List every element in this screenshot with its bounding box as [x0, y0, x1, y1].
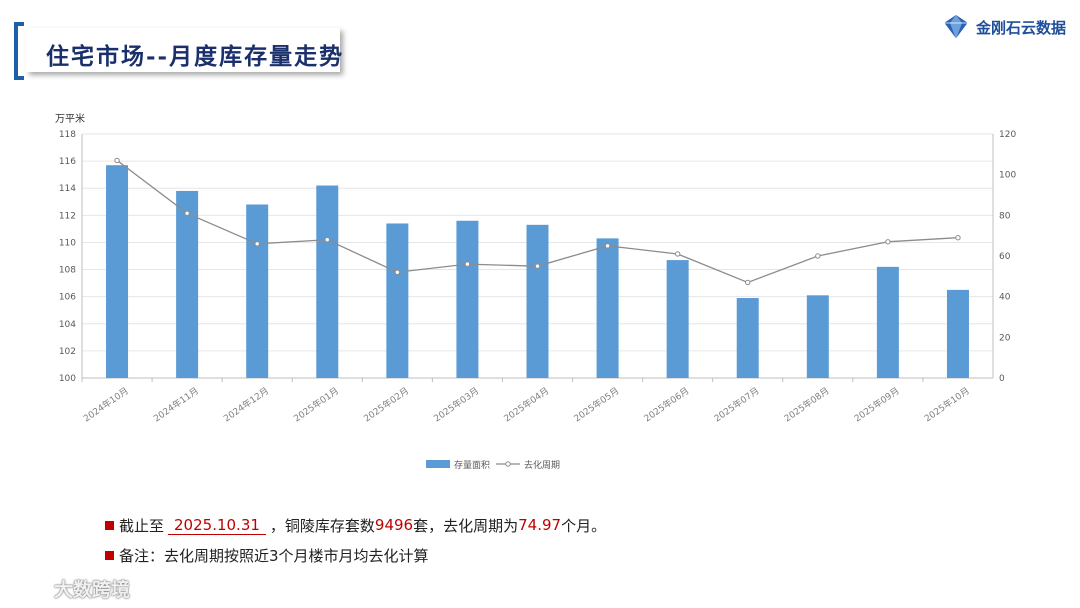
title-bracket [14, 22, 24, 80]
x-tick-label: 2025年05月 [572, 385, 622, 425]
note-summary: 截止至 2025.10.31 ，铜陵库存套数 9496 套，去化周期为 74.9… [105, 510, 606, 540]
y-tick-label: 114 [59, 184, 76, 194]
note-mid2: 套，去化周期为 [413, 516, 519, 535]
y-tick-label: 104 [59, 320, 76, 330]
bar [806, 295, 829, 378]
x-tick-label: 2025年09月 [852, 385, 902, 425]
y-tick-label: 112 [59, 211, 76, 221]
note-date: 2025.10.31 [168, 516, 266, 535]
diamond-logo-icon [943, 15, 969, 40]
bullet-icon [105, 520, 114, 530]
bar [666, 260, 689, 378]
x-tick-label: 2025年04月 [501, 385, 551, 425]
y-tick-label: 102 [59, 347, 76, 357]
period-point [604, 243, 611, 249]
x-tick-label: 2024年10月 [81, 385, 131, 425]
note-count: 9496 [374, 516, 414, 534]
watermark: 大数跨境 [10, 575, 130, 602]
bar [526, 224, 549, 378]
y2-tick-label: 100 [999, 171, 1016, 181]
legend-bar-swatch [426, 460, 450, 468]
bullet-icon [105, 550, 114, 560]
x-tick-label: 2025年07月 [712, 385, 762, 425]
period-point [955, 235, 961, 241]
cloud-logo-icon [12, 581, 48, 595]
x-tick-label: 2025年10月 [922, 385, 972, 425]
note-prefix: 截止至 [119, 516, 165, 535]
bar [946, 289, 969, 378]
x-tick-label: 2025年02月 [361, 385, 411, 425]
legend-bar-label: 存量面积 [454, 459, 490, 471]
x-tick-label: 2024年12月 [221, 385, 271, 425]
note-remark-text: 备注：去化周期按照近3个月楼市月均去化计算 [119, 546, 429, 565]
period-point [534, 263, 541, 269]
y-tick-label: 118 [59, 130, 76, 140]
bar [106, 165, 129, 378]
period-point [394, 269, 401, 275]
x-tick-label: 2025年03月 [431, 385, 481, 425]
period-point [885, 239, 891, 245]
y-tick-label: 108 [59, 266, 76, 276]
period-point [184, 210, 190, 217]
x-tick-label: 2024年11月 [151, 385, 201, 425]
period-point [464, 261, 471, 267]
y-tick-label: 116 [59, 157, 76, 167]
period-point [815, 253, 821, 259]
note-period: 74.97 [518, 516, 562, 534]
brand-name: 金刚石云数据 [975, 18, 1066, 37]
y-tick-label: 100 [59, 374, 76, 384]
bar [316, 185, 339, 378]
bar [876, 266, 899, 378]
period-point [114, 157, 120, 164]
bar [246, 204, 269, 378]
x-tick-label: 2025年08月 [782, 385, 832, 425]
bar [736, 298, 759, 378]
y2-tick-label: 40 [999, 293, 1011, 303]
y2-tick-label: 0 [999, 374, 1005, 384]
period-point [674, 251, 681, 257]
y2-tick-label: 60 [999, 252, 1011, 262]
bar [596, 238, 619, 378]
y2-tick-label: 120 [999, 130, 1016, 140]
y2-tick-label: 20 [999, 333, 1011, 343]
y-tick-label: 106 [59, 293, 76, 303]
x-tick-label: 2025年06月 [642, 385, 692, 425]
page-title: 住宅市场--月度库存量走势 [46, 43, 345, 70]
brand: 金刚石云数据 [942, 12, 1066, 42]
note-suffix: 个月。 [561, 516, 607, 535]
title-box: 住宅市场--月度库存量走势 [26, 28, 342, 72]
notes: 截止至 2025.10.31 ，铜陵库存套数 9496 套，去化周期为 74.9… [105, 510, 606, 570]
period-point [254, 241, 260, 247]
inventory-chart: 100 102 104 106 108 110 112 114 116 118 0 20 40 60 80 1… [55, 112, 1016, 471]
y2-tick-label: 80 [999, 211, 1011, 221]
period-point [324, 237, 330, 243]
bar [176, 190, 199, 378]
bar [456, 220, 479, 378]
x-tick-label: 2025年01月 [291, 385, 341, 425]
page-title-block: 住宅市场--月度库存量走势 [14, 22, 342, 80]
note-mid: ，铜陵库存套数 [269, 516, 375, 535]
watermark-text: 大数跨境 [54, 579, 131, 601]
y-axis-label: 万平米 [55, 112, 85, 125]
bar [386, 223, 409, 378]
legend-line-label: 去化周期 [524, 459, 560, 471]
note-remark: 备注：去化周期按照近3个月楼市月均去化计算 [105, 540, 606, 570]
y-tick-label: 110 [59, 238, 76, 248]
legend-line-marker [505, 461, 511, 467]
period-point [745, 279, 751, 286]
